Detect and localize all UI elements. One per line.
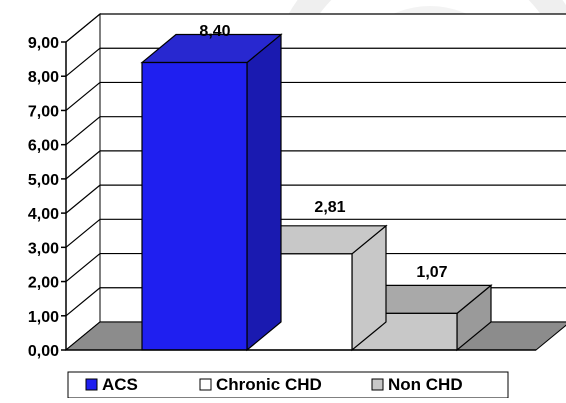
y-tick-label: 6,00 [28,138,59,155]
y-tick-label: 3,00 [28,240,59,257]
gridline [65,13,566,43]
bars [140,33,493,352]
data-label: 1,07 [416,264,447,281]
y-axis: 0,00 1,00 2,00 3,00 4,00 5,00 6,00 7,00 8,00 9,00 [28,35,536,360]
y-tick-label: 0,00 [28,343,59,360]
gridline [65,47,566,77]
legend-item: Chronic CHD [199,375,322,394]
data-label: 2,81 [314,199,345,216]
gridline [65,184,566,214]
y-tick-label: 5,00 [28,172,59,189]
bar-front [141,61,248,351]
legend-swatch [85,378,98,391]
gridlines [65,13,566,351]
data-label: 8,40 [199,23,230,40]
gridline [65,252,566,283]
y-tick-label: 2,00 [28,275,59,292]
legend: ACS Chronic CHD Non CHD [67,371,509,399]
side-wall [65,12,101,352]
legend-item: Non CHD [371,375,463,394]
bar-acs [140,33,283,352]
bar-side [246,33,282,352]
legend-label: ACS [102,375,138,394]
y-tick-label: 4,00 [28,206,59,223]
legend-box [67,371,509,399]
y-tick-label: 9,00 [28,35,59,52]
legend-item: ACS [85,375,138,394]
legend-swatch [199,378,212,391]
data-labels: 8,40 2,81 1,07 [199,23,447,281]
y-tick-label: 1,00 [28,309,59,326]
gridline [65,218,566,248]
legend-label: Chronic CHD [216,375,322,394]
legend-swatch [371,378,384,391]
y-tick-label: 7,00 [28,103,59,120]
gridline [65,81,566,111]
gridline [65,150,566,180]
gridline [65,116,566,146]
legend-label: Non CHD [388,375,463,394]
y-tick-label: 8,00 [28,69,59,86]
